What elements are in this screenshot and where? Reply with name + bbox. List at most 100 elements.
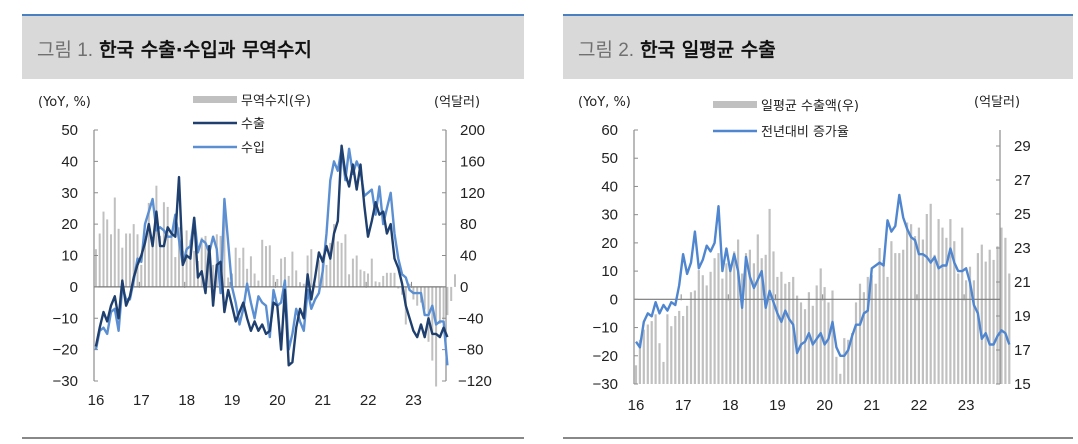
- bar: [155, 185, 158, 287]
- bar: [393, 272, 396, 287]
- bar: [280, 258, 283, 287]
- bar: [363, 271, 366, 287]
- x-tick-label: 21: [863, 397, 880, 414]
- bar: [367, 273, 369, 287]
- x-tick-label: 22: [360, 392, 377, 409]
- bar: [756, 234, 759, 384]
- bar: [246, 268, 249, 287]
- bar: [949, 219, 952, 384]
- legend-daily-exports: 일평균 수출액(우): [761, 99, 859, 114]
- bar: [658, 343, 661, 384]
- figure-1-title-text: 한국 수출·수입과 무역수지: [99, 39, 312, 61]
- bar: [193, 250, 196, 287]
- bar: [854, 302, 858, 384]
- bar: [178, 227, 180, 287]
- bar: [113, 197, 116, 287]
- bar: [937, 219, 940, 384]
- bar: [961, 227, 964, 384]
- bar: [261, 239, 264, 287]
- right-tick-label: −120: [458, 373, 492, 390]
- bar: [227, 277, 230, 287]
- bar: [223, 213, 226, 287]
- bar: [94, 249, 97, 287]
- bar: [953, 241, 956, 384]
- bar: [159, 235, 162, 287]
- bar: [166, 206, 169, 287]
- right-tick-label: 23: [1014, 240, 1031, 257]
- figure-2-bottom-rule: [563, 437, 1073, 439]
- right-tick-label: 0: [460, 279, 468, 296]
- bar: [894, 253, 897, 384]
- bar: [144, 241, 146, 287]
- bar: [772, 251, 775, 384]
- legend-bar-swatch: [713, 101, 757, 108]
- bar: [682, 316, 685, 384]
- bar: [370, 258, 373, 287]
- bar: [851, 333, 854, 384]
- chart-1-right-unit: (억달러): [434, 95, 480, 110]
- bar: [760, 258, 763, 384]
- bar: [713, 258, 716, 384]
- bar: [666, 314, 669, 384]
- bar: [717, 253, 720, 384]
- chart-1-axes: −30 −20 −10 0 10 20 30 40 50 −120 −80 −40 0 40 80 120 16…: [53, 122, 492, 409]
- chart-2-right-unit: (억달러): [974, 95, 1020, 110]
- right-tick-label: 15: [1014, 376, 1031, 393]
- bar: [741, 273, 744, 384]
- x-tick-label: 19: [769, 397, 786, 414]
- bar: [737, 239, 740, 384]
- bar: [340, 242, 343, 287]
- bar: [890, 241, 893, 384]
- bar: [454, 274, 456, 287]
- bar: [333, 224, 335, 287]
- bar: [725, 263, 728, 384]
- right-tick-label: −40: [458, 310, 483, 327]
- left-tick-label: −20: [53, 342, 78, 359]
- bar: [847, 339, 850, 384]
- right-tick-label: 21: [1014, 274, 1031, 291]
- bar: [733, 251, 736, 384]
- bar: [709, 271, 712, 384]
- bar: [147, 202, 150, 287]
- x-tick-label: 18: [178, 392, 195, 409]
- figure-2-title-text: 한국 일평균 수출: [640, 39, 776, 61]
- bar: [984, 261, 987, 384]
- x-tick-label: 17: [675, 397, 692, 414]
- bar: [302, 283, 305, 287]
- bar: [784, 283, 787, 384]
- bar: [450, 286, 453, 301]
- bar: [968, 266, 972, 384]
- chart-2-legend: 일평균 수출액(우) 전년대비 증가율: [713, 99, 859, 140]
- bar: [317, 260, 320, 287]
- figure-2-label: 그림 2.: [578, 40, 635, 61]
- left-tick-label: 60: [601, 122, 618, 139]
- x-tick-label: 23: [958, 397, 975, 414]
- bar: [638, 339, 641, 384]
- left-tick-label: −10: [53, 310, 78, 327]
- bar: [102, 211, 105, 287]
- bar: [106, 219, 109, 287]
- bar: [151, 239, 154, 287]
- bar: [744, 253, 748, 384]
- bar: [693, 290, 696, 384]
- right-tick-label: 200: [460, 122, 485, 139]
- bar: [351, 258, 354, 287]
- left-tick-label: 30: [601, 207, 618, 224]
- bar: [378, 282, 381, 287]
- bar: [807, 292, 810, 384]
- bar: [874, 283, 877, 384]
- x-tick-label: 20: [816, 397, 833, 414]
- bar: [788, 282, 791, 384]
- bar: [117, 228, 120, 287]
- bar: [823, 287, 826, 384]
- bar: [965, 280, 968, 384]
- bar: [957, 273, 960, 384]
- left-tick-label: 20: [61, 216, 78, 233]
- figure-2-title: 그림 2. 한국 일평균 수출: [578, 35, 776, 62]
- bar: [389, 272, 392, 287]
- bar: [125, 233, 128, 287]
- bar: [181, 250, 184, 287]
- legend-export: 수출: [241, 117, 265, 132]
- left-tick-label: −10: [593, 320, 618, 337]
- bar: [238, 257, 241, 287]
